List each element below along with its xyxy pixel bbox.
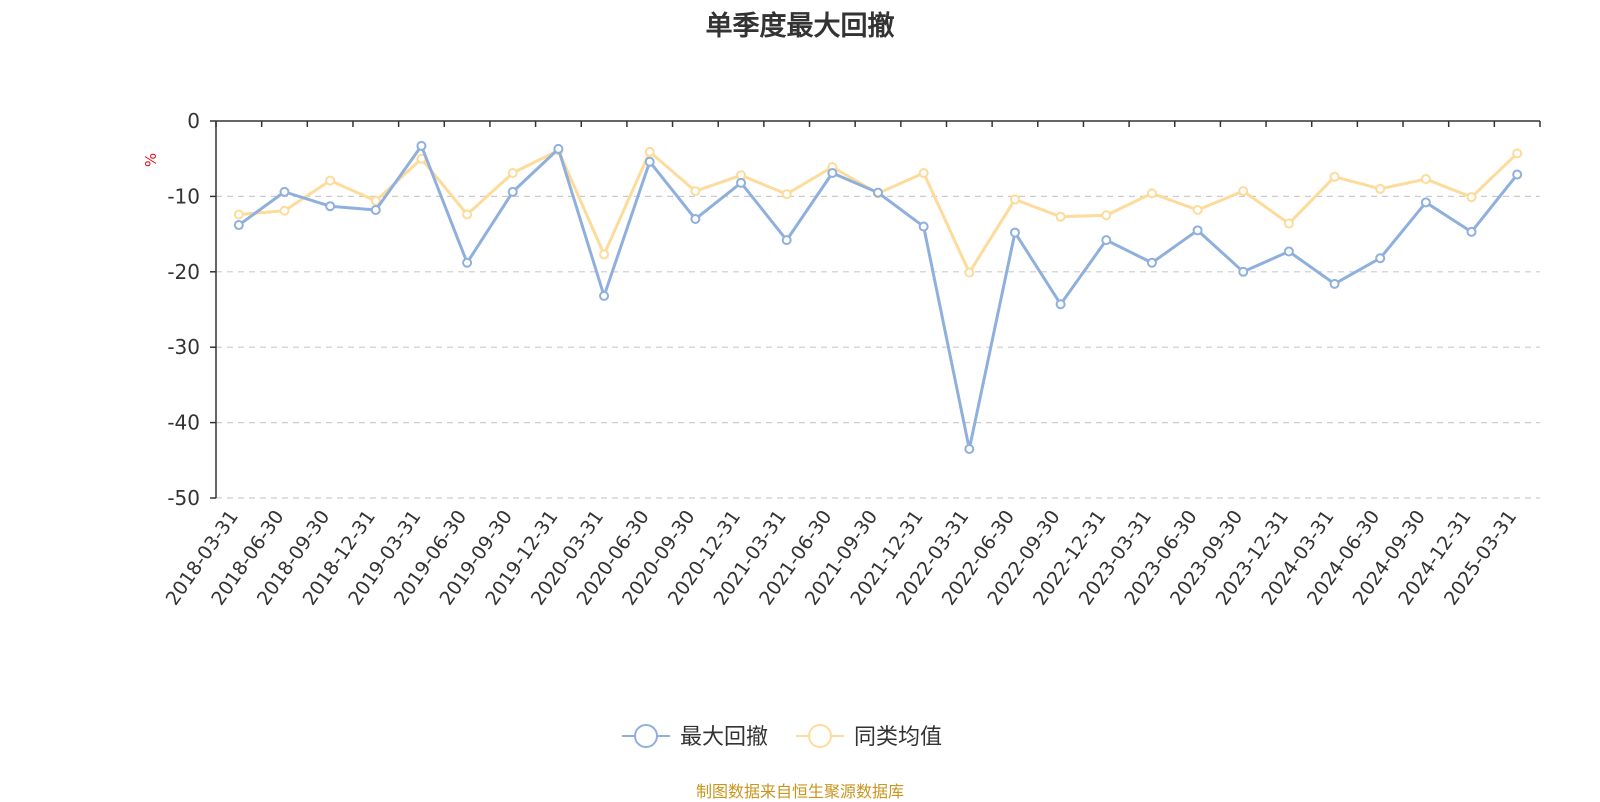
data-point[interactable] <box>507 168 518 179</box>
y-tick-label: -20 <box>167 260 200 284</box>
data-point[interactable] <box>1146 257 1157 268</box>
series-0 <box>233 140 1523 454</box>
data-point[interactable] <box>690 214 701 225</box>
legend: 最大回撤 同类均值 <box>622 724 942 750</box>
axes: 0-10-20-30-40-502018-03-312018-06-302018… <box>162 109 1541 609</box>
data-point[interactable] <box>781 189 792 200</box>
y-tick-label: 0 <box>187 109 200 133</box>
data-point[interactable] <box>1512 148 1523 159</box>
data-point[interactable] <box>1009 194 1020 205</box>
data-point[interactable] <box>1375 253 1386 264</box>
data-point[interactable] <box>1055 299 1066 310</box>
data-point[interactable] <box>1420 197 1431 208</box>
data-point[interactable] <box>1329 278 1340 289</box>
grid-lines <box>216 195 1540 499</box>
data-point[interactable] <box>1283 218 1294 229</box>
legend-item-0[interactable]: 最大回撤 <box>622 724 768 750</box>
data-point[interactable] <box>233 220 244 231</box>
data-point[interactable] <box>1420 174 1431 185</box>
data-point[interactable] <box>827 168 838 179</box>
data-point[interactable] <box>325 201 336 212</box>
data-point[interactable] <box>1512 169 1523 180</box>
data-point[interactable] <box>1055 211 1066 222</box>
legend-item-1[interactable]: 同类均值 <box>796 724 942 750</box>
y-axis-label: % <box>142 153 160 167</box>
legend-circle-icon <box>808 724 832 748</box>
data-point[interactable] <box>644 156 655 167</box>
data-point[interactable] <box>416 140 427 151</box>
legend-label: 最大回撤 <box>680 725 768 750</box>
data-point[interactable] <box>507 186 518 197</box>
data-point[interactable] <box>462 257 473 268</box>
data-point[interactable] <box>279 205 290 216</box>
data-point[interactable] <box>370 195 381 206</box>
data-point[interactable] <box>1101 210 1112 221</box>
data-point[interactable] <box>279 186 290 197</box>
data-source-note: 制图数据来自恒生聚源数据库 <box>695 782 904 801</box>
data-point[interactable] <box>553 143 564 154</box>
y-tick-label: -50 <box>167 486 200 510</box>
data-point[interactable] <box>918 168 929 179</box>
y-tick-label: -10 <box>167 184 200 208</box>
data-point[interactable] <box>964 267 975 278</box>
data-point[interactable] <box>1146 188 1157 199</box>
data-point[interactable] <box>1101 235 1112 246</box>
data-point[interactable] <box>1192 225 1203 236</box>
data-point[interactable] <box>1009 227 1020 238</box>
y-tick-label: -40 <box>167 411 200 435</box>
data-point[interactable] <box>462 209 473 220</box>
data-point[interactable] <box>599 290 610 301</box>
data-point[interactable] <box>233 209 244 220</box>
data-point[interactable] <box>1238 266 1249 277</box>
data-point[interactable] <box>1329 171 1340 182</box>
legend-label: 同类均值 <box>854 725 942 750</box>
chart-title: 单季度最大回撤 <box>705 11 895 42</box>
data-point[interactable] <box>690 186 701 197</box>
data-point[interactable] <box>736 177 747 188</box>
data-point[interactable] <box>599 249 610 260</box>
data-point[interactable] <box>873 187 883 198</box>
data-point[interactable] <box>1238 186 1249 197</box>
data-point[interactable] <box>1466 226 1477 237</box>
data-point[interactable] <box>370 204 381 215</box>
data-point[interactable] <box>1283 246 1294 257</box>
legend-circle-icon <box>634 724 658 748</box>
data-point[interactable] <box>964 443 975 454</box>
data-point[interactable] <box>1192 204 1203 215</box>
data-point[interactable] <box>781 235 792 246</box>
data-point[interactable] <box>1375 183 1386 194</box>
data-point[interactable] <box>918 221 929 232</box>
data-point[interactable] <box>1466 192 1477 203</box>
data-point[interactable] <box>644 146 655 157</box>
series-lines <box>233 140 1523 454</box>
y-tick-label: -30 <box>167 335 200 359</box>
data-point[interactable] <box>325 175 336 186</box>
